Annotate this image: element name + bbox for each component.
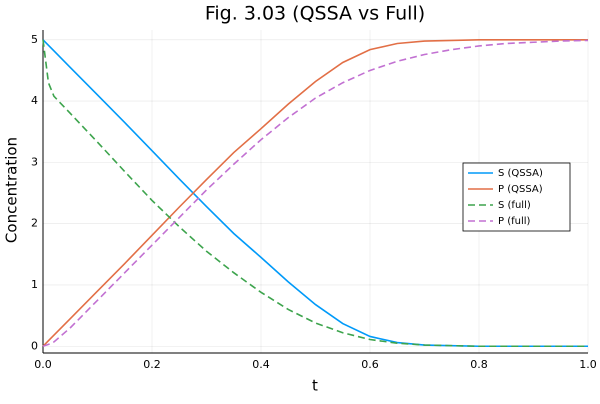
x-tick-label: 0.8 — [470, 358, 488, 371]
x-tick-label: 1.0 — [579, 358, 597, 371]
legend-box — [462, 162, 571, 232]
x-tick-label: 0.6 — [361, 358, 379, 371]
y-tick-label: 4 — [31, 94, 38, 107]
line-series — [42, 39, 588, 348]
y-tick-label: 3 — [31, 155, 38, 168]
y-tick-label: 1 — [31, 278, 38, 291]
line-series — [42, 39, 588, 348]
line-series — [42, 39, 588, 347]
y-axis-label: Concentration — [3, 137, 21, 243]
legend-label: P (full) — [498, 216, 531, 227]
x-axis-label: t — [312, 377, 318, 395]
x-tick-label: 0.0 — [34, 358, 52, 371]
chart-title: Fig. 3.03 (QSSA vs Full) — [205, 3, 425, 25]
line-series — [42, 39, 589, 348]
y-tick-label: 2 — [31, 217, 38, 230]
y-tick-label: 5 — [31, 33, 38, 46]
legend-label: S (QSSA) — [498, 168, 543, 179]
legend-label: P (QSSA) — [498, 184, 543, 195]
legend-label: S (full) — [498, 200, 531, 211]
y-tick-label: 0 — [31, 339, 38, 352]
x-tick-label: 0.2 — [143, 358, 161, 371]
x-tick-label: 0.4 — [252, 358, 270, 371]
